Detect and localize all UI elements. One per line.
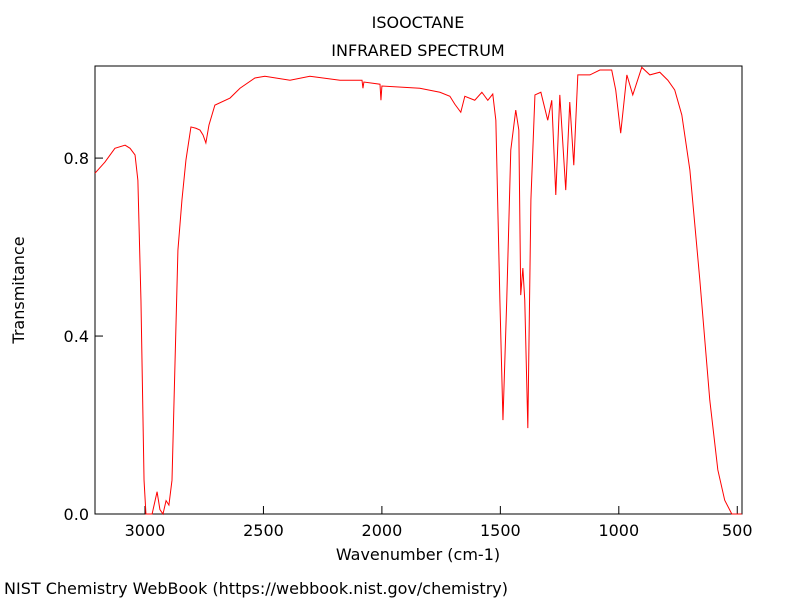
- source: NIST Chemistry WebBook (https://webbook.…: [4, 579, 508, 598]
- y-tick-label: 0.0: [64, 505, 89, 524]
- y-axis-label: Transmitance: [9, 236, 28, 344]
- chart-subtitle: INFRARED SPECTRUM: [331, 41, 504, 60]
- x-tick-label: 2000: [362, 521, 403, 540]
- x-tick-label: 2500: [243, 521, 284, 540]
- spectrum-line: [94, 66, 742, 516]
- chart-title: ISOOCTANE: [372, 13, 465, 32]
- x-tick-label: 1000: [598, 521, 639, 540]
- x-tick-label: 1500: [480, 521, 521, 540]
- y-tick-label: 0.8: [64, 149, 89, 168]
- y-tick-label: 0.4: [64, 327, 89, 346]
- plot-frame: [94, 65, 743, 515]
- x-axis-label: Wavenumber (cm-1): [336, 545, 500, 564]
- x-tick-label: 3000: [125, 521, 166, 540]
- x-tick-label: 500: [722, 521, 753, 540]
